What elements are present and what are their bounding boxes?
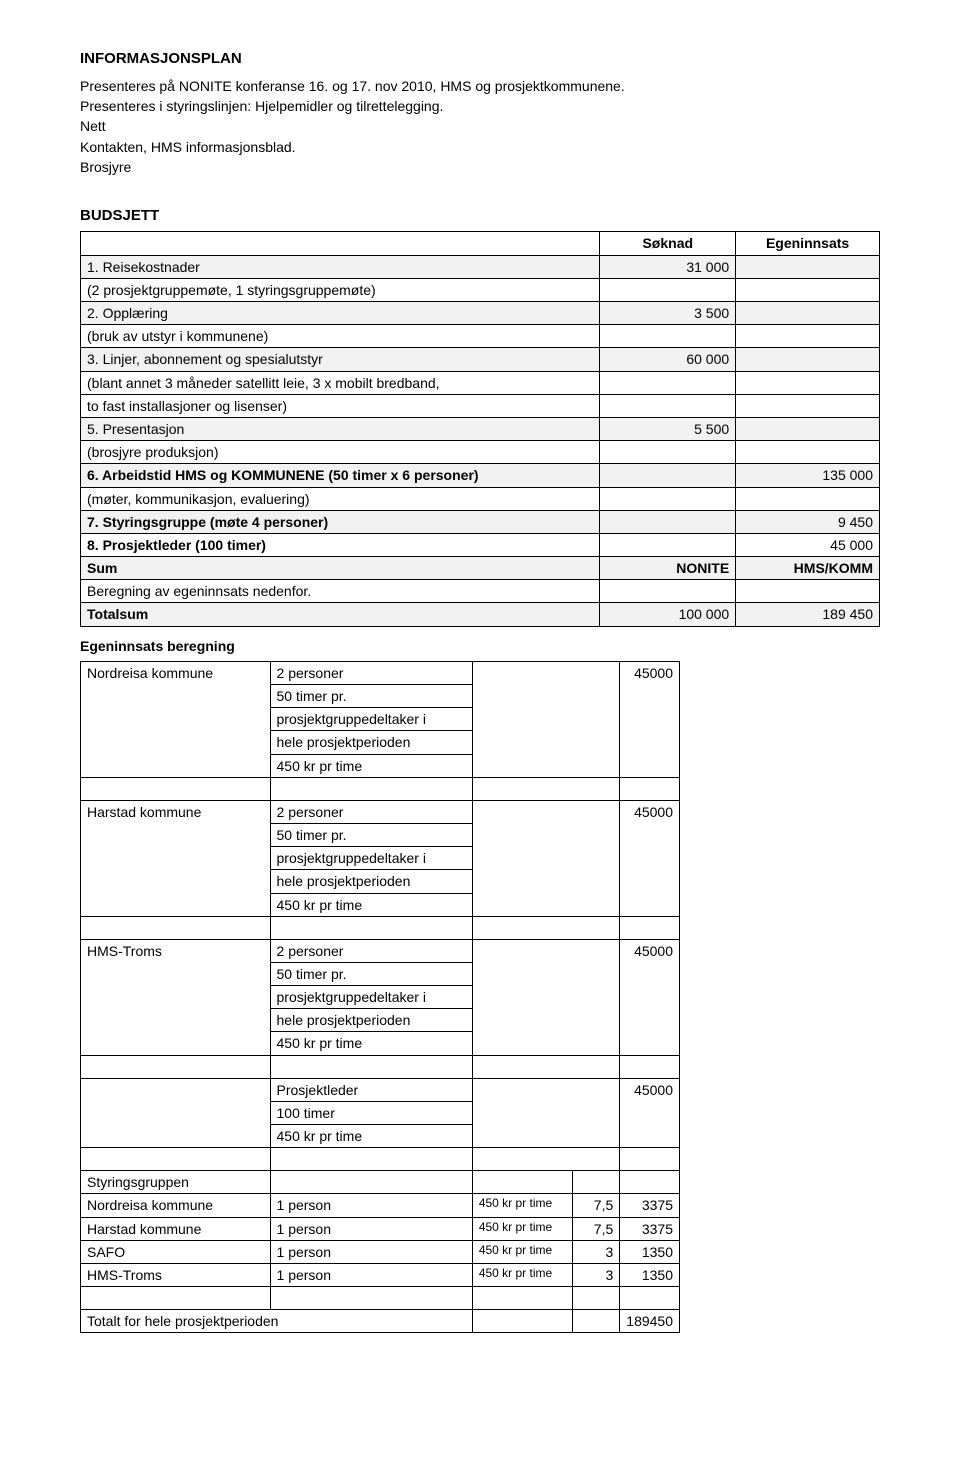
budget-row-value: 9 450 xyxy=(736,510,880,533)
intro-line: Presenteres i styringslinjen: Hjelpemidl… xyxy=(80,97,880,115)
egen-desc: hele prosjektperioden xyxy=(270,731,472,754)
egen-entity: Harstad kommune xyxy=(81,800,271,916)
egen-rate: 450 kr pr time xyxy=(472,1194,572,1217)
budget-row-label: 7. Styringsgruppe (møte 4 personer) xyxy=(81,510,600,533)
egen-hours: 3 xyxy=(572,1263,619,1286)
egen-person: 1 person xyxy=(270,1194,472,1217)
egen-desc: 50 timer pr. xyxy=(270,962,472,985)
egen-rate: 450 kr pr time xyxy=(472,1240,572,1263)
egen-desc: 450 kr pr time xyxy=(270,754,472,777)
egen-desc: prosjektgruppedeltaker i xyxy=(270,986,472,1009)
egen-desc: hele prosjektperioden xyxy=(270,1009,472,1032)
budget-total-egen: 189 450 xyxy=(736,603,880,626)
egen-entity: Nordreisa kommune xyxy=(81,1194,271,1217)
budget-row-sub: (møter, kommunikasjon, evaluering) xyxy=(81,487,600,510)
egen-value: 3375 xyxy=(620,1194,680,1217)
egen-desc: 100 timer xyxy=(270,1101,472,1124)
intro-line: Nett xyxy=(80,117,880,135)
egen-desc: 450 kr pr time xyxy=(270,1032,472,1055)
budget-row-label: 1. Reisekostnader xyxy=(81,255,600,278)
egen-desc: prosjektgruppedeltaker i xyxy=(270,847,472,870)
budget-row-value: 135 000 xyxy=(736,464,880,487)
col-soknad: Søknad xyxy=(600,232,736,255)
egen-total-label: Totalt for hele prosjektperioden xyxy=(81,1310,473,1333)
egen-person: 1 person xyxy=(270,1263,472,1286)
intro-line: Brosjyre xyxy=(80,158,880,176)
egen-value: 1350 xyxy=(620,1263,680,1286)
egen-desc: hele prosjektperioden xyxy=(270,870,472,893)
egen-rate: 450 kr pr time xyxy=(472,1263,572,1286)
egen-rate: 450 kr pr time xyxy=(472,1217,572,1240)
intro-line: Presenteres på NONITE konferanse 16. og … xyxy=(80,77,880,95)
budget-row-sub: (2 prosjektgruppemøte, 1 styringsgruppem… xyxy=(81,278,600,301)
budget-heading: BUDSJETT xyxy=(80,206,880,226)
budget-sum-nonite: NONITE xyxy=(600,557,736,580)
budget-row-value: 3 500 xyxy=(600,302,736,325)
budget-row-value: 5 500 xyxy=(600,417,736,440)
budget-row-value: 31 000 xyxy=(600,255,736,278)
page-title: INFORMASJONSPLAN xyxy=(80,50,880,67)
budget-sum-label: Sum xyxy=(81,557,600,580)
egen-desc: 450 kr pr time xyxy=(270,893,472,916)
budget-row-label: 3. Linjer, abonnement og spesialutstyr xyxy=(81,348,600,371)
egen-entity: Harstad kommune xyxy=(81,1217,271,1240)
egen-table: Nordreisa kommune 2 personer 45000 50 ti… xyxy=(80,661,680,1334)
egen-heading: Egeninnsats beregning xyxy=(80,637,880,655)
egen-desc: 2 personer xyxy=(270,939,472,962)
budget-sum-hmskomm: HMS/KOMM xyxy=(736,557,880,580)
egen-desc: prosjektgruppedeltaker i xyxy=(270,708,472,731)
egen-value: 1350 xyxy=(620,1240,680,1263)
egen-hours: 7,5 xyxy=(572,1217,619,1240)
egen-hours: 3 xyxy=(572,1240,619,1263)
intro-line: Kontakten, HMS informasjonsblad. xyxy=(80,138,880,156)
budget-row-sub: (blant annet 3 måneder satellitt leie, 3… xyxy=(81,371,600,394)
budget-total-label: Totalsum xyxy=(81,603,600,626)
egen-desc: 2 personer xyxy=(270,800,472,823)
budget-row-label: 8. Prosjektleder (100 timer) xyxy=(81,533,600,556)
egen-value: 45000 xyxy=(620,661,680,777)
egen-entity: HMS-Troms xyxy=(81,939,271,1055)
budget-row-sub: to fast installasjoner og lisenser) xyxy=(81,394,600,417)
budget-row-value: 45 000 xyxy=(736,533,880,556)
budget-row-label: 2. Opplæring xyxy=(81,302,600,325)
egen-desc: 50 timer pr. xyxy=(270,823,472,846)
col-egen: Egeninnsats xyxy=(736,232,880,255)
egen-desc: 450 kr pr time xyxy=(270,1125,472,1148)
budget-row-sub: (brosjyre produksjon) xyxy=(81,441,600,464)
egen-entity: SAFO xyxy=(81,1240,271,1263)
egen-person: 1 person xyxy=(270,1240,472,1263)
egen-person: 1 person xyxy=(270,1217,472,1240)
styringsgruppen-label: Styringsgruppen xyxy=(81,1171,271,1194)
budget-row-label: 6. Arbeidstid HMS og KOMMUNENE (50 timer… xyxy=(81,464,600,487)
egen-desc: Prosjektleder xyxy=(270,1078,472,1101)
egen-desc: 50 timer pr. xyxy=(270,685,472,708)
budget-calc-note: Beregning av egeninnsats nedenfor. xyxy=(81,580,600,603)
budget-row-sub: (bruk av utstyr i kommunene) xyxy=(81,325,600,348)
budget-table: Søknad Egeninnsats 1. Reisekostnader 31 … xyxy=(80,231,880,626)
egen-desc: 2 personer xyxy=(270,661,472,684)
egen-value: 3375 xyxy=(620,1217,680,1240)
budget-total-soknad: 100 000 xyxy=(600,603,736,626)
egen-entity: Nordreisa kommune xyxy=(81,661,271,777)
egen-value: 45000 xyxy=(620,939,680,1055)
egen-total-value: 189450 xyxy=(620,1310,680,1333)
egen-value: 45000 xyxy=(620,1078,680,1148)
egen-entity: HMS-Troms xyxy=(81,1263,271,1286)
budget-row-label: 5. Presentasjon xyxy=(81,417,600,440)
budget-row-value: 60 000 xyxy=(600,348,736,371)
egen-value: 45000 xyxy=(620,800,680,916)
egen-hours: 7,5 xyxy=(572,1194,619,1217)
